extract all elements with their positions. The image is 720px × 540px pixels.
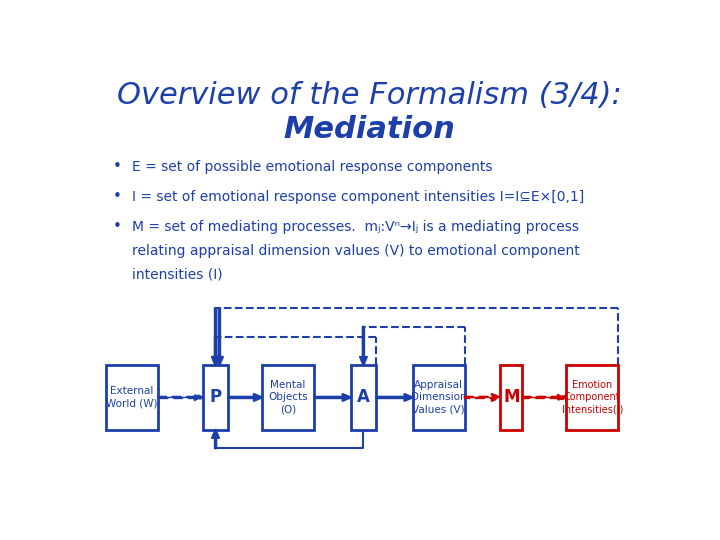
Text: E = set of possible emotional response components: E = set of possible emotional response c… bbox=[132, 160, 492, 174]
Text: M = set of mediating processes.  mⱼ:Vⁿ→Iⱼ is a mediating process: M = set of mediating processes. mⱼ:Vⁿ→Iⱼ… bbox=[132, 220, 579, 233]
FancyArrowPatch shape bbox=[376, 394, 413, 401]
FancyArrowPatch shape bbox=[212, 430, 219, 448]
FancyArrowPatch shape bbox=[314, 394, 351, 401]
Text: M: M bbox=[503, 388, 520, 407]
Text: •: • bbox=[112, 159, 121, 174]
Text: Overview of the Formalism (3/4):: Overview of the Formalism (3/4): bbox=[117, 82, 621, 111]
FancyArrowPatch shape bbox=[216, 308, 223, 365]
Text: A: A bbox=[357, 388, 370, 407]
Text: Mediation: Mediation bbox=[283, 114, 455, 144]
FancyArrowPatch shape bbox=[523, 394, 566, 401]
Bar bbox=[106, 365, 158, 430]
FancyArrowPatch shape bbox=[464, 394, 500, 401]
FancyArrowPatch shape bbox=[228, 394, 262, 401]
Text: Mental
Objects
(O): Mental Objects (O) bbox=[269, 380, 308, 415]
Text: External
World (W): External World (W) bbox=[106, 386, 158, 409]
Text: intensities (I): intensities (I) bbox=[132, 268, 222, 282]
Text: Emotion
Component
Intensities(I): Emotion Component Intensities(I) bbox=[562, 380, 623, 415]
Text: Appraisal
Dimension
Values (V): Appraisal Dimension Values (V) bbox=[411, 380, 467, 415]
Bar bbox=[413, 365, 464, 430]
Text: I = set of emotional response component intensities I=I⊆E×[0,1]: I = set of emotional response component … bbox=[132, 190, 584, 204]
Text: P: P bbox=[210, 388, 222, 407]
Bar bbox=[203, 365, 228, 430]
Bar bbox=[500, 365, 523, 430]
Text: relating appraisal dimension values (V) to emotional component: relating appraisal dimension values (V) … bbox=[132, 244, 580, 258]
FancyArrowPatch shape bbox=[158, 394, 203, 401]
Text: •: • bbox=[112, 219, 121, 234]
Bar bbox=[566, 365, 618, 430]
Bar bbox=[262, 365, 314, 430]
FancyArrowPatch shape bbox=[212, 337, 219, 365]
FancyArrowPatch shape bbox=[212, 308, 219, 365]
FancyArrowPatch shape bbox=[360, 327, 367, 365]
Text: •: • bbox=[112, 189, 121, 204]
Bar bbox=[351, 365, 376, 430]
